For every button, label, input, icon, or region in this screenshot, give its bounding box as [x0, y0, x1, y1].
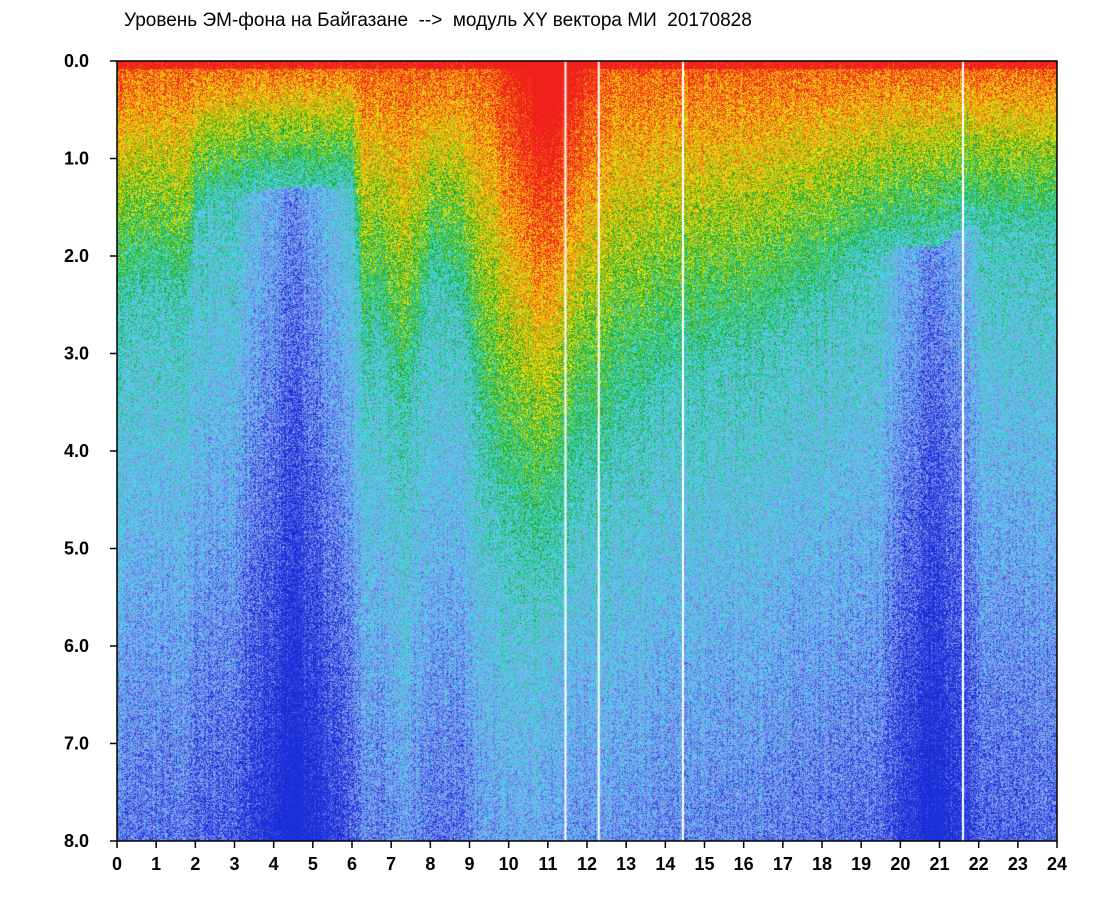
y-tick-label: 5.0: [64, 539, 89, 559]
x-tick-label: 16: [734, 854, 754, 874]
x-tick-label: 4: [269, 854, 279, 874]
x-tick-label: 1: [151, 854, 161, 874]
chart-title: Уровень ЭМ-фона на Байгазане --> модуль …: [124, 10, 752, 31]
y-tick-label: 3.0: [64, 344, 89, 364]
x-tick-label: 23: [1008, 854, 1028, 874]
x-tick-label: 9: [464, 854, 474, 874]
x-tick-label: 10: [499, 854, 519, 874]
y-tick-label: 6.0: [64, 636, 89, 656]
x-tick-label: 11: [538, 854, 557, 874]
x-tick-label: 14: [655, 854, 675, 874]
x-tick-label: 0: [112, 854, 122, 874]
x-tick-label: 21: [929, 854, 949, 874]
x-axis: 0 1 2 3 4 5 6 7 8 9 10 11 12 13 14 15 16 17 18 19 20 21 22 23 24: [112, 841, 1067, 874]
x-tick-label: 18: [812, 854, 832, 874]
x-tick-label: 22: [969, 854, 989, 874]
x-tick-label: 13: [616, 854, 636, 874]
x-tick-label: 20: [890, 854, 910, 874]
y-axis: 0.0 1.0 2.0 3.0 4.0 5.0 6.0 7.0 8.0: [64, 51, 117, 851]
y-tick-label: 2.0: [64, 246, 89, 266]
y-tick-label: 7.0: [64, 734, 89, 754]
y-tick-label: 8.0: [64, 831, 89, 851]
x-tick-label: 8: [425, 854, 435, 874]
x-tick-label: 17: [773, 854, 793, 874]
x-tick-label: 2: [190, 854, 200, 874]
x-tick-label: 5: [308, 854, 318, 874]
x-tick-label: 12: [577, 854, 597, 874]
x-tick-label: 19: [851, 854, 871, 874]
x-tick-label: 7: [386, 854, 396, 874]
plot-area: [117, 61, 1057, 841]
x-tick-label: 6: [347, 854, 357, 874]
x-tick-label: 15: [694, 854, 714, 874]
y-tick-label: 4.0: [64, 441, 89, 461]
y-tick-label: 1.0: [64, 149, 89, 169]
heatmap-image: [117, 61, 1057, 841]
x-tick-label: 3: [229, 854, 239, 874]
x-tick-label: 24: [1047, 854, 1067, 874]
y-tick-label: 0.0: [64, 51, 89, 71]
